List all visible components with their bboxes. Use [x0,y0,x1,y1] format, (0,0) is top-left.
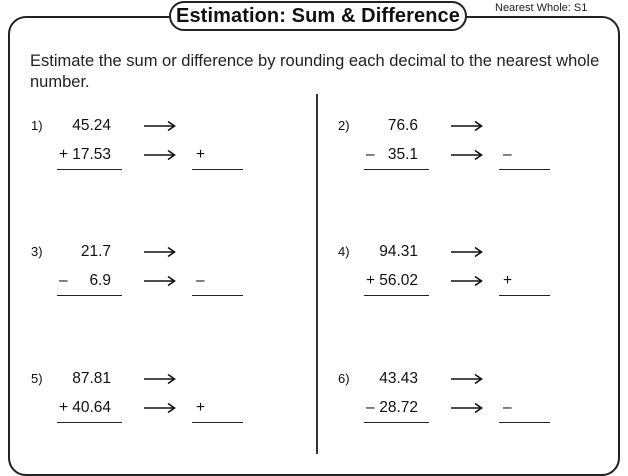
answer-blank[interactable] [499,295,550,296]
long-right-arrow-icon [451,373,483,385]
top-number: 76.6 [387,117,418,134]
answer-blank[interactable] [499,422,550,423]
sum-line [57,169,122,170]
answer-operator: – [503,399,512,416]
operator: – [366,399,375,416]
problem-number: 5) [31,371,43,386]
problem-3: 3) 21.7 – 6.9 – [31,243,311,324]
problem-4: 4) 94.31 + 56.02 + [338,243,618,324]
long-right-arrow-icon [144,275,176,287]
worksheet-title-text: Estimation: Sum & Difference [176,4,460,27]
problem-6: 6) 43.43 – 28.72 – [338,370,618,451]
sum-line [364,422,429,423]
answer-operator: + [196,399,206,416]
long-right-arrow-icon [451,402,483,414]
top-number: 45.24 [72,117,111,134]
problem-number: 1) [31,118,43,133]
top-number: 21.7 [80,243,111,260]
sum-line [57,422,122,423]
long-right-arrow-icon [451,120,483,132]
long-right-arrow-icon [144,149,176,161]
bottom-number: 56.02 [379,272,418,289]
instructions: Estimate the sum or difference by roundi… [30,52,600,91]
long-right-arrow-icon [451,275,483,287]
operator: + [59,399,69,416]
problem-number: 6) [338,371,350,386]
long-right-arrow-icon [144,402,176,414]
problem-number: 3) [31,244,43,259]
answer-blank[interactable] [499,169,550,170]
sum-line [57,295,122,296]
operator: + [366,272,376,289]
operator: + [59,146,69,163]
top-number: 87.81 [72,370,111,387]
answer-operator: + [196,146,206,163]
bottom-number: 17.53 [72,146,111,163]
top-number: 43.43 [379,370,418,387]
column-divider [316,94,318,454]
bottom-number: 35.1 [387,146,418,163]
top-number: 94.31 [379,243,418,260]
operator: – [366,146,375,163]
answer-operator: + [503,272,513,289]
set-label: Nearest Whole: S1 [495,2,588,14]
problem-number: 2) [338,118,350,133]
long-right-arrow-icon [144,373,176,385]
problem-5: 5) 87.81 + 40.64 + [31,370,311,451]
problem-number: 4) [338,244,350,259]
operator: – [59,272,68,289]
answer-operator: – [503,146,512,163]
sum-line [364,295,429,296]
worksheet-page: Estimation: Sum & Difference Nearest Who… [8,1,620,476]
long-right-arrow-icon [144,246,176,258]
long-right-arrow-icon [451,149,483,161]
bottom-number: 28.72 [379,399,418,416]
bottom-number: 6.9 [89,272,111,289]
long-right-arrow-icon [144,120,176,132]
answer-blank[interactable] [192,169,243,170]
problem-2: 2) 76.6 – 35.1 – [338,117,618,198]
answer-blank[interactable] [192,295,243,296]
worksheet-title: Estimation: Sum & Difference [169,1,467,31]
sum-line [364,169,429,170]
answer-operator: – [196,272,205,289]
long-right-arrow-icon [451,246,483,258]
answer-blank[interactable] [192,422,243,423]
problem-1: 1) 45.24 + 17.53 + [31,117,311,198]
bottom-number: 40.64 [72,399,111,416]
